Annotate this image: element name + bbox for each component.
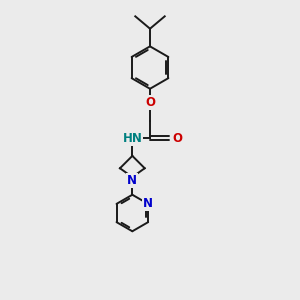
Text: N: N [127, 174, 137, 187]
Text: N: N [143, 197, 153, 210]
Text: O: O [145, 96, 155, 110]
Text: O: O [172, 132, 182, 145]
Text: HN: HN [122, 132, 142, 145]
